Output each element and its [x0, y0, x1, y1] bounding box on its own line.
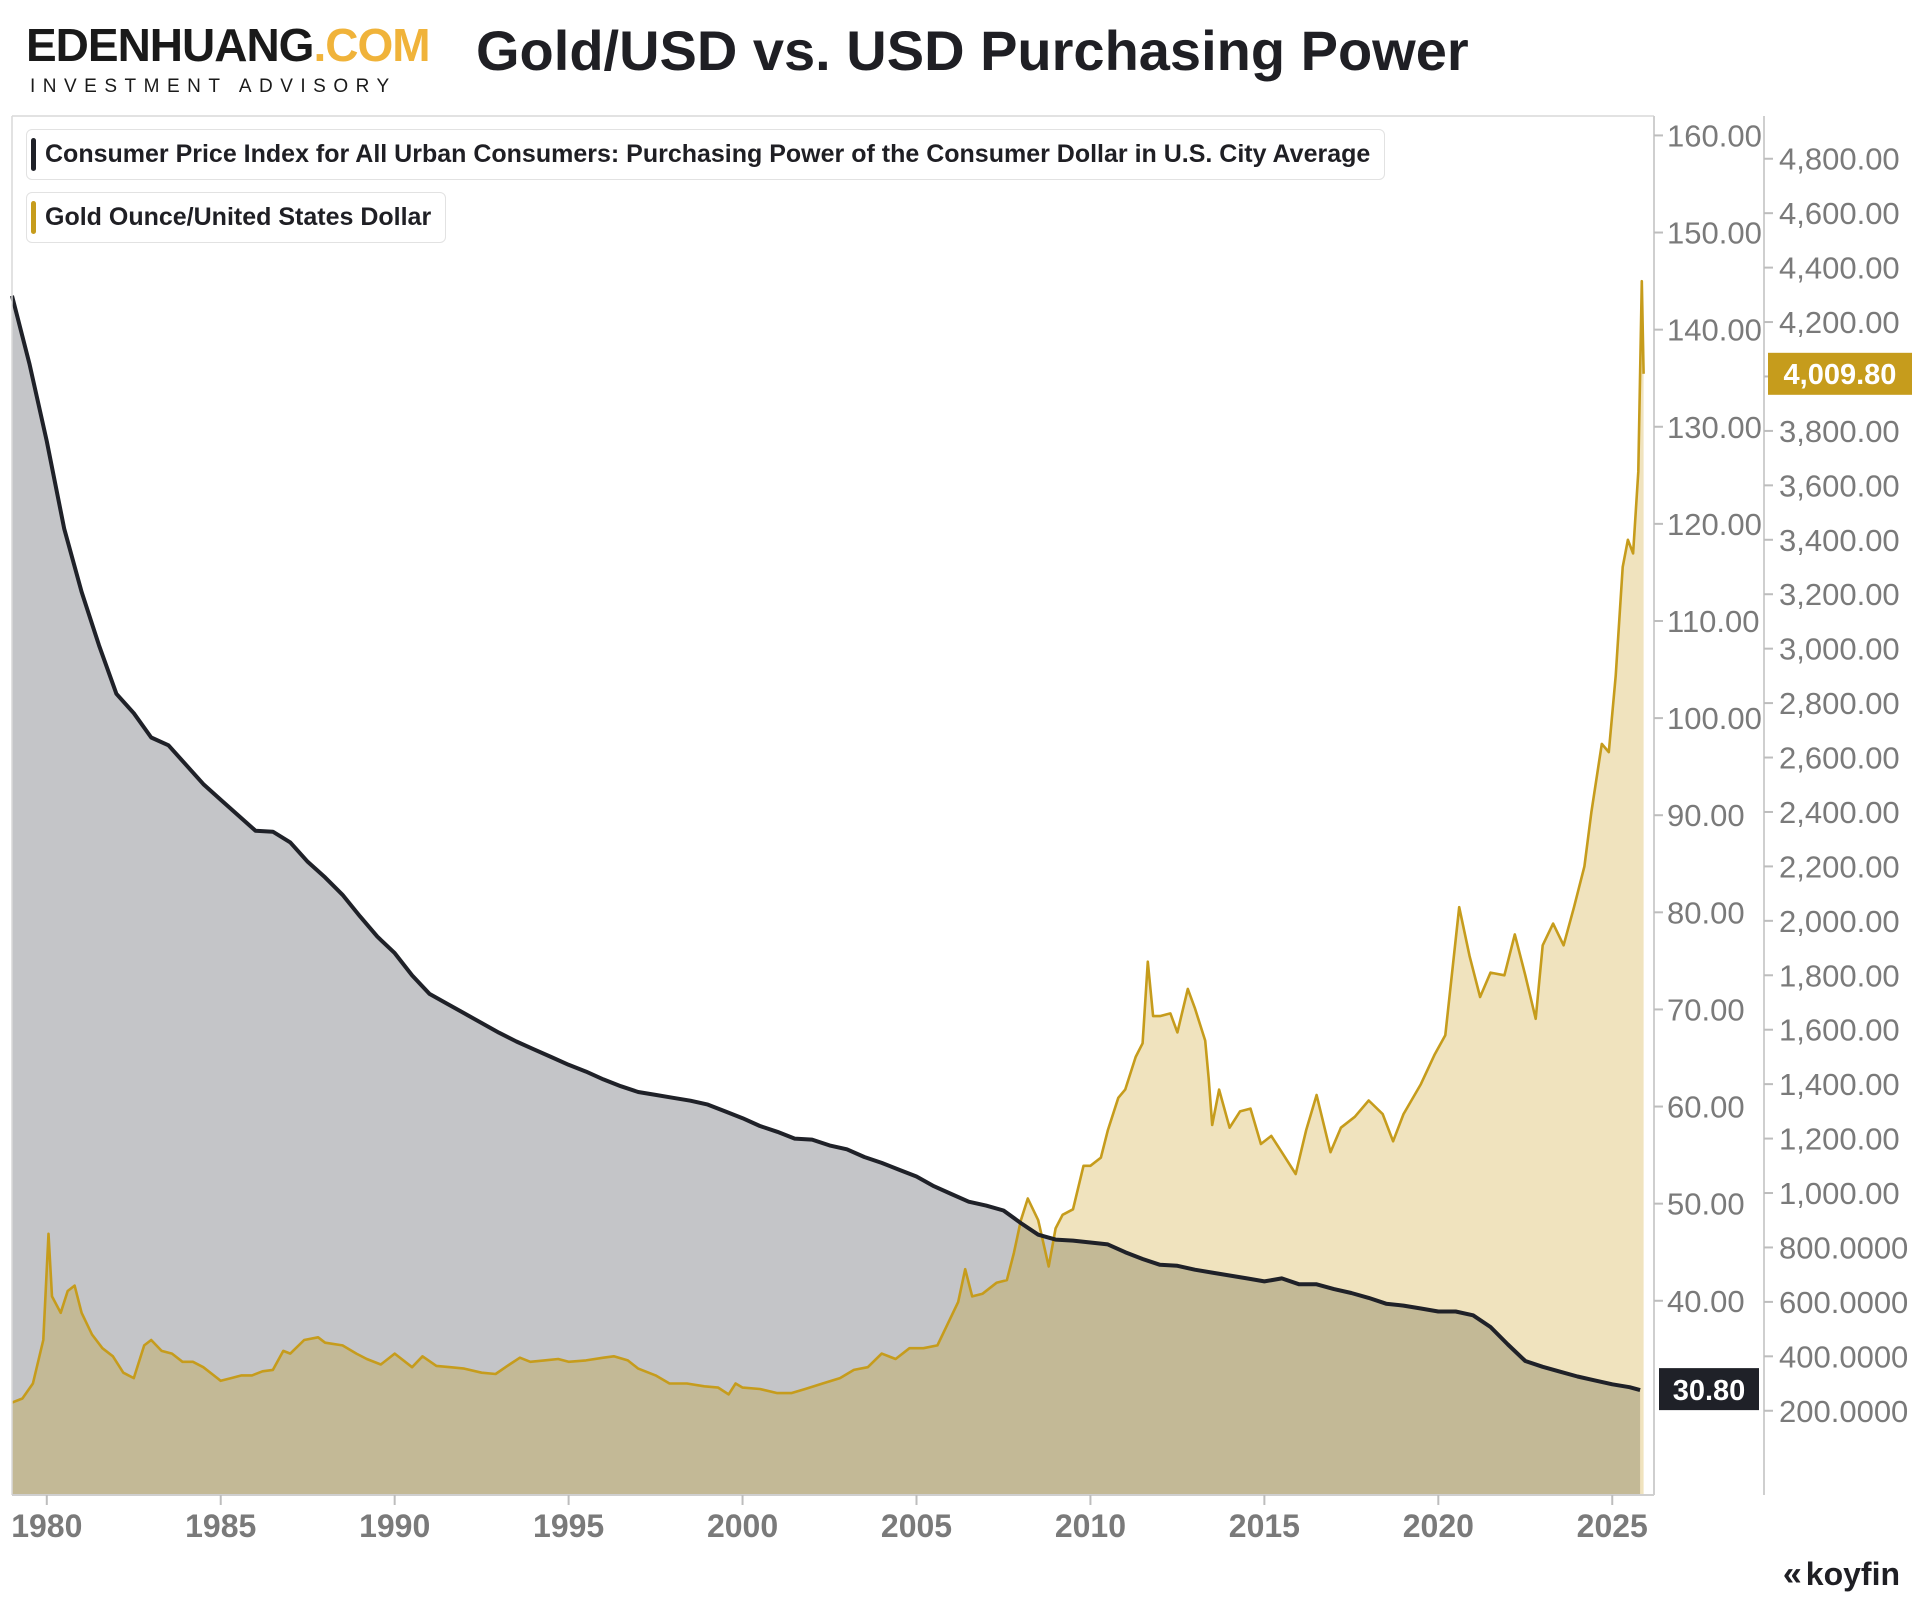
right-axis-tick-label: 2,200.00	[1779, 849, 1900, 884]
purchasing-power-area	[12, 295, 1641, 1496]
legend-label-purchasing-power: Consumer Price Index for All Urban Consu…	[45, 140, 1371, 168]
left-axis-tick-label: 70.00	[1667, 992, 1745, 1027]
right-axis-tick-label: 1,800.00	[1779, 958, 1900, 993]
x-tick-label: 2000	[707, 1508, 778, 1544]
legend-item-gold[interactable]: Gold Ounce/United States Dollar	[26, 192, 447, 243]
left-axis-tick-label: 80.00	[1667, 895, 1745, 930]
left-axis-tick-label: 150.00	[1667, 216, 1762, 251]
left-axis-tick-label: 120.00	[1667, 507, 1762, 542]
koyfin-icon: «	[1782, 1555, 1802, 1593]
x-tick-label: 1980	[11, 1508, 82, 1544]
gold-last-value: 4,009.80	[1784, 359, 1897, 391]
purchasing-power-last-value: 30.80	[1673, 1375, 1746, 1407]
right-axis-tick-label: 1,400.00	[1779, 1067, 1900, 1102]
right-axis-tick-label: 1,600.00	[1779, 1013, 1900, 1048]
right-axis-tick-label: 200.0000	[1779, 1394, 1908, 1429]
left-axis-tick-label: 110.00	[1667, 604, 1760, 639]
right-axis-tick-label: 600.0000	[1779, 1285, 1908, 1320]
right-axis-tick-label: 3,600.00	[1779, 468, 1900, 503]
right-axis-tick-label: 3,800.00	[1779, 414, 1900, 449]
purchasing-power-line[interactable]	[10, 295, 1641, 1393]
chart-title: Gold/USD vs. USD Purchasing Power	[476, 19, 1469, 82]
gold-last-value-badge	[1768, 352, 1912, 395]
left-axis-tick-label: 140.00	[1667, 313, 1762, 348]
right-axis-tick-label: 4,200.00	[1779, 305, 1900, 340]
legend-swatch-gold	[31, 201, 36, 234]
right-axis-tick-label: 400.0000	[1779, 1339, 1908, 1374]
right-axis-tick-label: 800.0000	[1779, 1230, 1908, 1265]
brand-tagline: INVESTMENT ADVISORY	[30, 76, 397, 97]
brand-name: EDENHUANG	[26, 19, 314, 71]
koyfin-logo: «koyfin	[1783, 1555, 1900, 1594]
koyfin-label: koyfin	[1805, 1556, 1900, 1592]
x-tick-label: 1985	[185, 1508, 256, 1544]
right-axis-tick-label: 3,400.00	[1779, 523, 1900, 558]
right-axis-tick-label: 2,800.00	[1779, 686, 1900, 721]
x-tick-label: 2015	[1229, 1508, 1300, 1544]
right-axis-tick-label: 2,000.00	[1779, 904, 1900, 939]
x-tick-label: 2025	[1577, 1508, 1648, 1544]
left-axis-tick-label: 40.00	[1667, 1284, 1745, 1319]
brand-logo: EDENHUANG.COM INVESTMENT ADVISORY	[26, 19, 431, 98]
legend-swatch-purchasing-power	[31, 138, 36, 171]
legend-item-purchasing-power[interactable]: Consumer Price Index for All Urban Consu…	[26, 129, 1386, 180]
left-axis-tick-label: 90.00	[1667, 798, 1745, 833]
legend-label-gold: Gold Ounce/United States Dollar	[45, 203, 432, 231]
right-axis-tick-label: 4,400.00	[1779, 251, 1900, 286]
left-axis-tick-label: 160.00	[1667, 118, 1762, 153]
x-tick-label: 2010	[1055, 1508, 1126, 1544]
right-axis-tick-label: 4,600.00	[1779, 196, 1900, 231]
right-axis-tick-label: 3,200.00	[1779, 577, 1900, 612]
x-tick-label: 2005	[881, 1508, 952, 1544]
gold-area	[12, 281, 1644, 1496]
left-axis-tick-label: 130.00	[1667, 410, 1762, 445]
left-axis-tick-label: 50.00	[1667, 1187, 1745, 1222]
right-axis-tick-label: 2,400.00	[1779, 795, 1900, 830]
x-tick-label: 1995	[533, 1508, 604, 1544]
left-axis-tick-label: 60.00	[1667, 1090, 1745, 1125]
right-axis-tick-label: 1,000.00	[1779, 1176, 1900, 1211]
gold-line[interactable]	[11, 279, 1645, 1404]
right-axis-tick-label: 1,200.00	[1779, 1122, 1900, 1157]
x-tick-label: 2020	[1403, 1508, 1474, 1544]
right-axis-tick-label: 4,800.00	[1779, 142, 1900, 177]
right-axis-tick-label: 3,000.00	[1779, 632, 1900, 667]
left-axis-tick-label: 100.00	[1667, 701, 1762, 736]
x-tick-label: 1990	[359, 1508, 430, 1544]
right-axis-tick-label: 2,600.00	[1779, 741, 1900, 776]
purchasing-power-last-value-badge	[1659, 1368, 1759, 1411]
brand-tld: .COM	[313, 19, 430, 71]
